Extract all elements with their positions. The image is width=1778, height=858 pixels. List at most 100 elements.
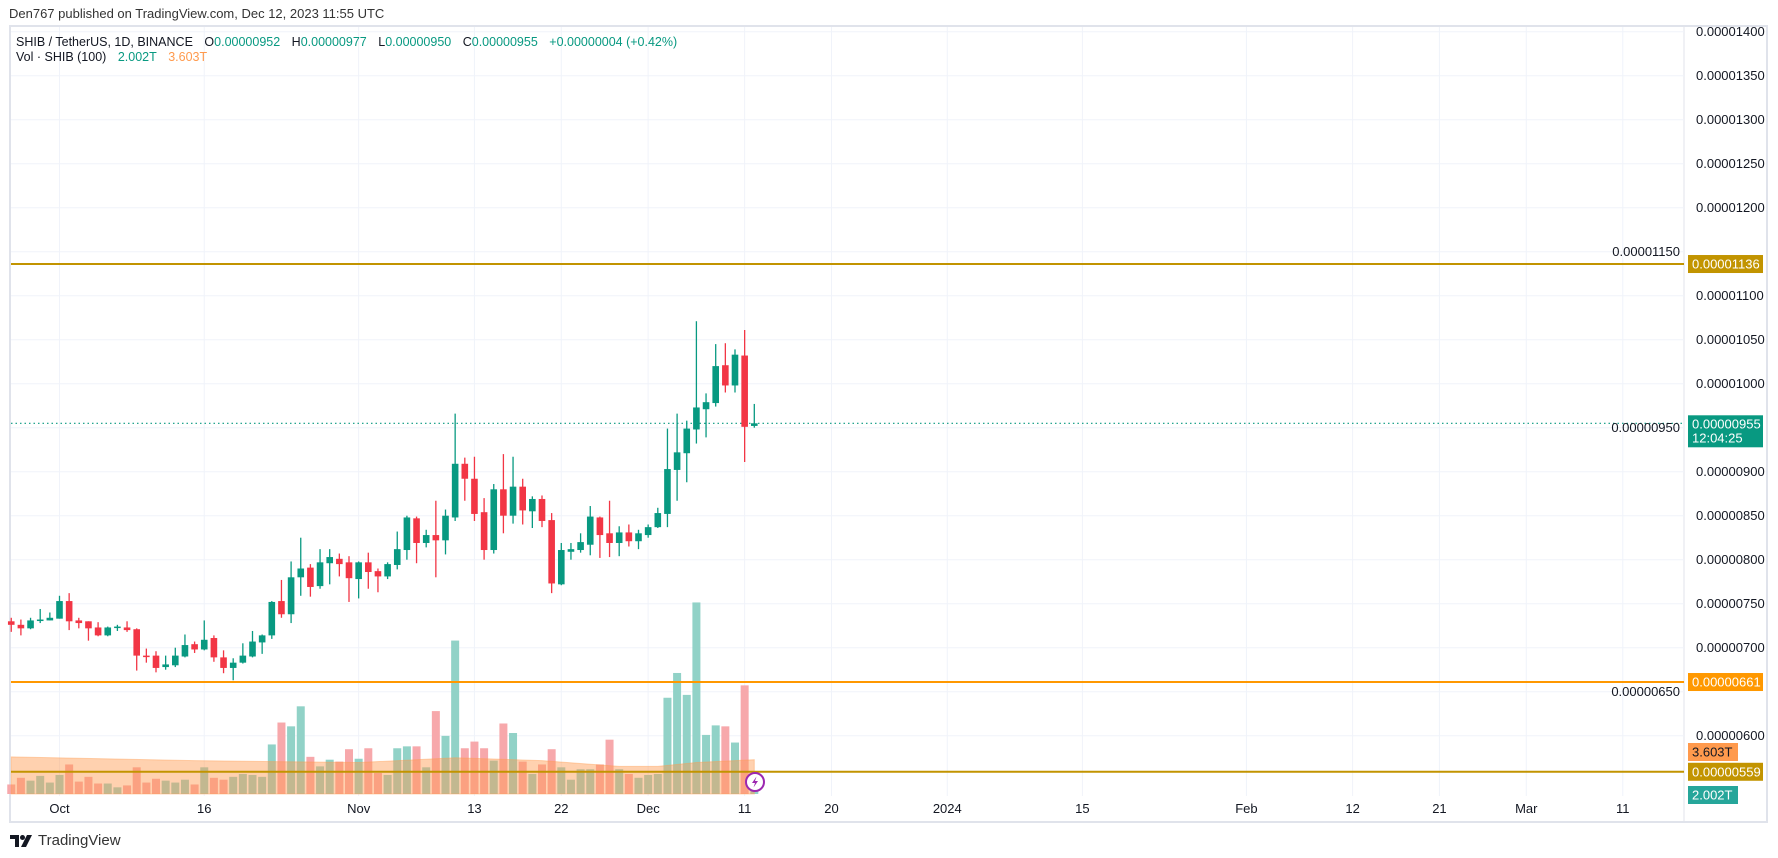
candle: [27, 617, 34, 630]
candle-body: [258, 635, 266, 643]
candle-body: [56, 601, 63, 619]
candle-body: [422, 535, 430, 543]
candle: [297, 537, 305, 596]
time-tick-label: 13: [467, 801, 481, 816]
volume-bar: [624, 773, 633, 794]
candle: [393, 531, 401, 570]
volume-bar: [711, 725, 720, 794]
candle-body: [85, 621, 92, 629]
price-tick-label: 0.00001000: [1696, 376, 1765, 391]
volume-title[interactable]: Vol · SHIB (100): [16, 50, 107, 64]
lightning-icon[interactable]: [745, 772, 765, 792]
candle: [75, 617, 83, 629]
volume-bar: [74, 781, 83, 794]
volume-bar: [65, 764, 74, 794]
volume-bar: [402, 746, 411, 794]
candle-body: [278, 601, 285, 615]
candle: [625, 524, 633, 547]
candles: [7, 321, 758, 681]
candle-body: [336, 558, 343, 565]
price-axis[interactable]: 0.00001400 0.00001350 0.00001300 0.00001250…: [1611, 24, 1764, 743]
candle-body: [143, 655, 150, 658]
volume-bar: [94, 783, 103, 794]
candle-body: [210, 638, 218, 658]
time-axis[interactable]: Oct 16 Nov 13 22 Dec 11 20 2024 15 Feb 12 21 Mar 11: [49, 801, 1629, 816]
volume-bar: [509, 733, 518, 794]
candle: [94, 622, 102, 637]
candle: [480, 498, 488, 560]
volume-bar: [721, 726, 730, 794]
candle: [722, 343, 729, 393]
chart-frame: [9, 25, 1768, 823]
high-value: 0.00000977: [300, 35, 367, 49]
horizontal-levels[interactable]: [11, 263, 1684, 773]
candle: [316, 549, 324, 589]
volume-bar: [354, 758, 363, 794]
candle: [693, 321, 700, 444]
volume-bar: [219, 779, 228, 794]
candle-body: [712, 366, 719, 404]
candle-body: [519, 486, 526, 511]
candle-body: [229, 662, 237, 668]
volume-bar: [441, 735, 450, 794]
time-tick-label: Dec: [637, 801, 661, 816]
candle: [577, 533, 584, 553]
candle-body: [268, 601, 276, 636]
volume-bar: [692, 602, 701, 794]
time-tick-label: 21: [1432, 801, 1446, 816]
candle: [615, 526, 623, 557]
candle: [220, 650, 227, 674]
price-tick-label: 0.00000650: [1611, 684, 1680, 699]
symbol-title[interactable]: SHIB / TetherUS, 1D, BINANCE: [16, 35, 193, 49]
candle: [702, 393, 710, 438]
high-label: H: [291, 35, 301, 49]
candle-body: [316, 562, 324, 587]
volume-bar: [84, 776, 93, 794]
volume-ma-area: [10, 756, 755, 795]
price-tick-label: 0.00000850: [1696, 508, 1765, 523]
candle: [210, 635, 218, 662]
candle-body: [432, 535, 440, 541]
candle-body: [480, 512, 488, 551]
volume-bar: [277, 722, 286, 794]
volume-bar: [653, 773, 662, 794]
candle-body: [625, 532, 633, 542]
candle-body: [27, 620, 34, 629]
candle: [731, 349, 739, 393]
candle-body: [297, 568, 305, 578]
volume-bar: [103, 783, 112, 794]
candle-body: [94, 627, 102, 636]
time-tick-label: 15: [1075, 801, 1089, 816]
candle: [548, 513, 555, 594]
volume-ma-label: 3.603T: [1692, 745, 1733, 760]
volume-bar: [731, 742, 739, 794]
candle: [509, 456, 517, 524]
volume-bar: [750, 791, 759, 794]
candle-body: [172, 655, 179, 666]
time-tick-label: 11: [738, 801, 752, 816]
candle-body: [220, 657, 227, 668]
volume-bar: [586, 769, 595, 794]
candle-body: [471, 478, 478, 514]
candle: [143, 648, 150, 663]
candle-body: [538, 498, 546, 521]
candle: [336, 553, 343, 577]
candle: [384, 562, 391, 580]
candle: [712, 344, 719, 407]
candle-body: [654, 513, 662, 528]
volume-current-label-bg: [1688, 786, 1738, 804]
candle-body: [490, 489, 498, 551]
tradingview-brand[interactable]: TradingView: [10, 832, 121, 849]
candle: [432, 500, 440, 578]
candle-body: [393, 549, 401, 565]
volume-bar: [132, 767, 141, 794]
volume-bar: [412, 746, 421, 794]
candle-body: [702, 402, 710, 410]
candle: [287, 561, 295, 624]
candle: [529, 496, 536, 529]
price-tick-label: 0.00001250: [1696, 156, 1765, 171]
price-tick-label: 0.00000950: [1611, 420, 1680, 435]
volume-bar: [557, 767, 566, 794]
candle-body: [162, 664, 169, 668]
